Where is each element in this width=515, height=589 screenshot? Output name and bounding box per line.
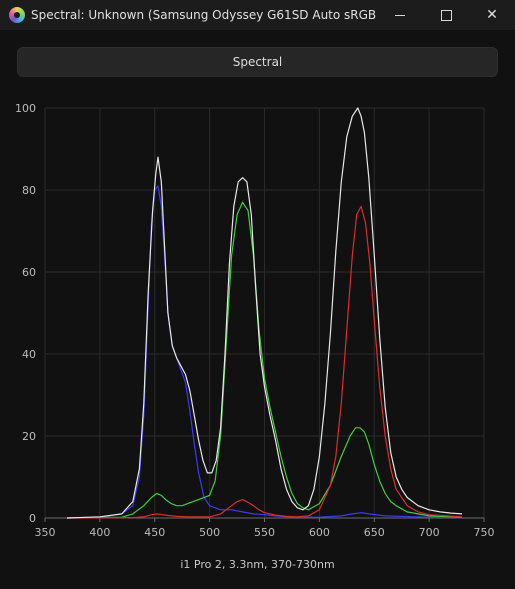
x-tick-label: 750 [474, 526, 495, 539]
window-title: Spectral: Unknown (Samsung Odyssey G61SD… [31, 8, 381, 22]
x-tick-label: 450 [144, 526, 165, 539]
y-tick-label: 0 [29, 512, 36, 525]
x-tick-label: 550 [254, 526, 275, 539]
minimize-icon [395, 14, 405, 16]
spectral-chart: 350 400 450 500 550 600 650 700 750 0 20 40 60 80 100 [15, 102, 495, 539]
y-tick-label: 80 [22, 184, 36, 197]
close-button[interactable]: ✕ [469, 0, 515, 30]
close-icon: ✕ [486, 7, 498, 23]
minimize-button[interactable] [377, 0, 423, 30]
x-tick-label: 700 [419, 526, 440, 539]
title-bar: Spectral: Unknown (Samsung Odyssey G61SD… [0, 0, 515, 30]
series-line-0 [66, 107, 463, 519]
app-logo-icon [9, 7, 25, 23]
series-line-3 [66, 205, 463, 519]
x-tick-label: 350 [35, 526, 56, 539]
y-tick-label: 40 [22, 348, 36, 361]
instrument-label: i1 Pro 2, 3.3nm, 370-730nm [180, 558, 335, 571]
maximize-icon [440, 9, 452, 21]
x-tick-label: 500 [199, 526, 220, 539]
x-tick-label: 600 [309, 526, 330, 539]
x-tick-label: 400 [89, 526, 110, 539]
y-tick-label: 60 [22, 266, 36, 279]
y-tick-label: 100 [15, 102, 36, 115]
series-line-2 [66, 201, 463, 519]
maximize-button[interactable] [423, 0, 469, 30]
x-tick-label: 650 [364, 526, 385, 539]
y-tick-label: 20 [22, 430, 36, 443]
spectral-button[interactable]: Spectral [17, 47, 498, 77]
